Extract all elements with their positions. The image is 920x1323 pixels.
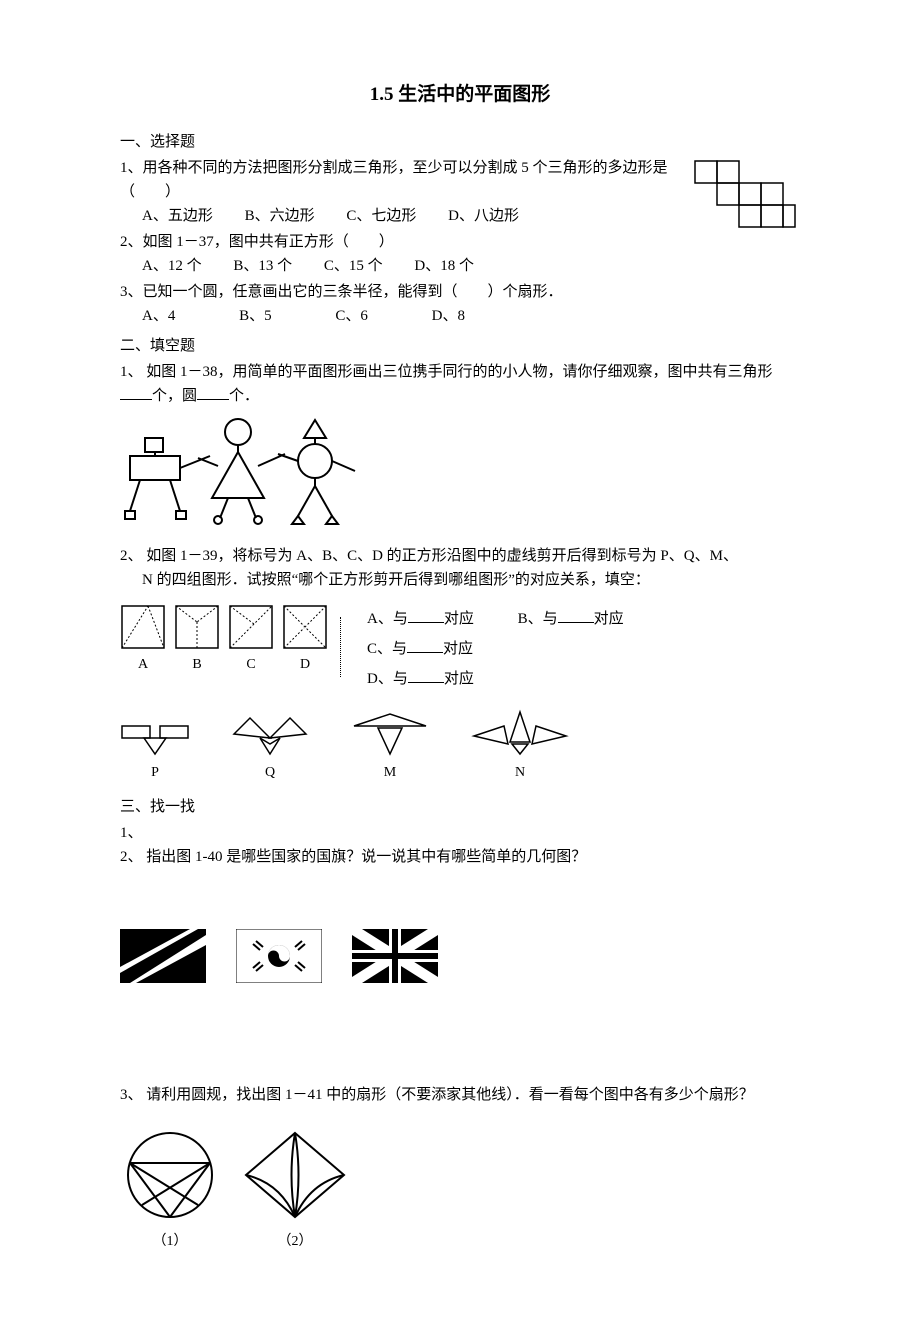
square-b: B <box>174 604 220 676</box>
match-b: B、与对应 <box>518 604 624 634</box>
q3-opt-a: A、4 <box>142 304 175 328</box>
label-b: B <box>174 654 220 676</box>
section-2-header: 二、填空题 <box>120 334 800 358</box>
q2-opt-d: D、18 个 <box>414 254 474 278</box>
fig41-1: （1） <box>120 1127 220 1253</box>
label-d: D <box>282 654 328 676</box>
fig41-label-1: （1） <box>120 1231 220 1253</box>
q1-opt-b: B、六边形 <box>245 204 315 228</box>
match-c: C、与对应 <box>367 634 473 664</box>
q2-text: 2、如图 1－37，图中共有正方形（ ） <box>120 230 800 254</box>
match-d: D、与对应 <box>367 664 474 694</box>
find-q3: 3、 请利用圆规，找出图 1－41 中的扇形（不要添家其他线）．看一看每个图中各… <box>120 1083 800 1107</box>
fill2-match-row: A B C D A、与对应 B、与对应 C、与对应 D、与对应 <box>120 604 800 694</box>
q1-opt-d: D、八边形 <box>448 204 519 228</box>
figure-1-41: （1） （2） <box>120 1127 800 1253</box>
fill-question-2: 2、 如图 1－39，将标号为 A、B、C、D 的正方形沿图中的虚线剪开后得到标… <box>120 544 800 592</box>
section-3-header: 三、找一找 <box>120 795 800 819</box>
fill1-blank1 <box>120 385 152 400</box>
fig41-label-2: （2） <box>240 1231 350 1253</box>
shape-p: P <box>120 718 190 784</box>
square-c: C <box>228 604 274 676</box>
flag-2 <box>236 929 322 983</box>
pqmn-row: P Q M N <box>120 708 800 784</box>
q2-opt-c: C、15 个 <box>324 254 383 278</box>
shape-n: N <box>470 708 570 784</box>
figure-1-38 <box>120 416 800 526</box>
q3-opt-c: C、6 <box>335 304 368 328</box>
q1-text: 1、用各种不同的方法把图形分割成三角形，至少可以分割成 5 个三角形的多边形是（… <box>120 156 800 204</box>
q3-text: 3、已知一个圆，任意画出它的三条半径，能得到（ ）个扇形． <box>120 280 800 304</box>
label-q: Q <box>230 762 310 784</box>
fill2-line1: 2、 如图 1－39，将标号为 A、B、C、D 的正方形沿图中的虚线剪开后得到标… <box>120 544 800 568</box>
question-2: 2、如图 1－37，图中共有正方形（ ） A、12 个 B、13 个 C、15 … <box>120 230 800 278</box>
q1-opt-c: C、七边形 <box>346 204 416 228</box>
q2-opt-b: B、13 个 <box>233 254 292 278</box>
shape-m: M <box>350 710 430 784</box>
question-3: 3、已知一个圆，任意画出它的三条半径，能得到（ ）个扇形． A、4 B、5 C、… <box>120 280 800 328</box>
fig41-2: （2） <box>240 1127 350 1253</box>
section-1-header: 一、选择题 <box>120 130 800 154</box>
fill1-blank2 <box>197 385 229 400</box>
label-a: A <box>120 654 166 676</box>
question-1: 1、用各种不同的方法把图形分割成三角形，至少可以分割成 5 个三角形的多边形是（… <box>120 156 800 228</box>
page-title: 1.5 生活中的平面图形 <box>120 80 800 110</box>
label-n: N <box>470 762 570 784</box>
square-d: D <box>282 604 328 676</box>
flag-3 <box>352 929 438 983</box>
fill1-end: 个． <box>229 388 259 404</box>
label-m: M <box>350 762 430 784</box>
fill1-mid: 个，圆 <box>152 388 197 404</box>
q3-opt-d: D、8 <box>432 304 465 328</box>
shape-q: Q <box>230 714 310 784</box>
find-q2: 2、 指出图 1-40 是哪些国家的国旗？说一说其中有哪些简单的几何图？ <box>120 845 800 869</box>
label-p: P <box>120 762 190 784</box>
q1-opt-a: A、五边形 <box>142 204 213 228</box>
q3-opt-b: B、5 <box>239 304 272 328</box>
flags-row <box>120 929 800 983</box>
square-a: A <box>120 604 166 676</box>
flag-1 <box>120 929 206 983</box>
fill1-pre: 1、 如图 1－38，用简单的平面图形画出三位携手同行的的小人物，请你仔细观察，… <box>120 364 773 380</box>
match-a: A、与对应 <box>367 604 474 634</box>
fill-question-1: 1、 如图 1－38，用简单的平面图形画出三位携手同行的的小人物，请你仔细观察，… <box>120 360 800 408</box>
q2-opt-a: A、12 个 <box>142 254 202 278</box>
label-c: C <box>228 654 274 676</box>
fill2-line2: N 的四组图形．试按照“哪个正方形剪开后得到哪组图形”的对应关系，填空： <box>120 568 800 592</box>
find-q1: 1、 <box>120 821 800 845</box>
